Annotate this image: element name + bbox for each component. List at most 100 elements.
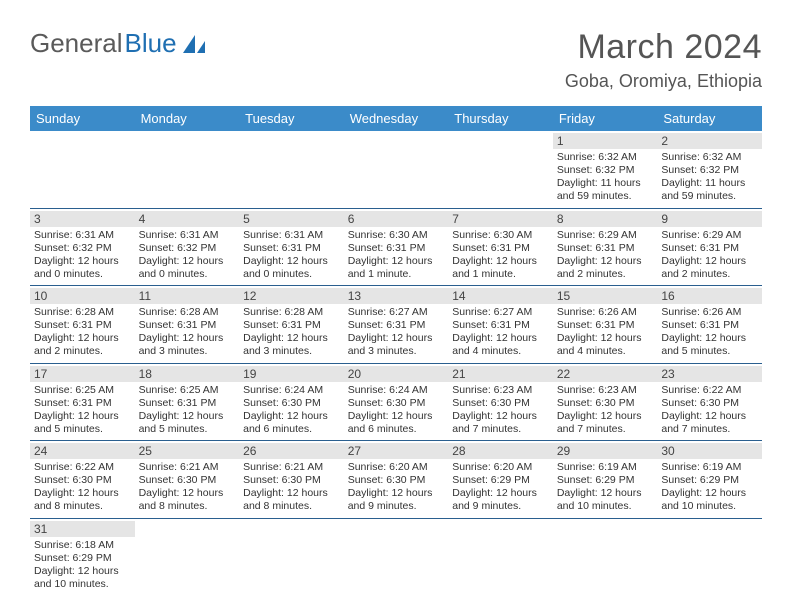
day-info: Sunrise: 6:30 AMSunset: 6:31 PMDaylight:… — [348, 229, 445, 282]
day-number: 7 — [448, 211, 553, 227]
day-info: Sunrise: 6:29 AMSunset: 6:31 PMDaylight:… — [557, 229, 654, 282]
day-number: 17 — [30, 366, 135, 382]
day-info: Sunrise: 6:23 AMSunset: 6:30 PMDaylight:… — [452, 384, 549, 437]
calendar-day-cell: 31 Sunrise: 6:18 AMSunset: 6:29 PMDayligh… — [30, 518, 135, 595]
weekday-header-row: SundayMondayTuesdayWednesdayThursdayFrid… — [30, 106, 762, 131]
day-number: 27 — [344, 443, 449, 459]
day-number: 3 — [30, 211, 135, 227]
calendar-day-cell: 26Sunrise: 6:21 AMSunset: 6:30 PMDayligh… — [239, 441, 344, 519]
day-info: Sunrise: 6:30 AMSunset: 6:31 PMDaylight:… — [452, 229, 549, 282]
calendar-day-cell: 19Sunrise: 6:24 AMSunset: 6:30 PMDayligh… — [239, 363, 344, 441]
day-info: Sunrise: 6:27 AMSunset: 6:31 PMDaylight:… — [452, 306, 549, 359]
calendar-day-cell: 29Sunrise: 6:19 AMSunset: 6:29 PMDayligh… — [553, 441, 658, 519]
logo-word2: Blue — [125, 28, 177, 59]
day-info: Sunrise: 6:26 AMSunset: 6:31 PMDaylight:… — [661, 306, 758, 359]
calendar-day-cell: 10 Sunrise: 6:28 AMSunset: 6:31 PMDayligh… — [30, 286, 135, 364]
day-info: Sunrise: 6:19 AMSunset: 6:29 PMDaylight:… — [661, 461, 758, 514]
day-info: Sunrise: 6:18 AMSunset: 6:29 PMDaylight:… — [34, 539, 131, 592]
calendar-day-cell: 12 Sunrise: 6:28 AMSunset: 6:31 PMDayligh… — [239, 286, 344, 364]
calendar-row: 1Sunrise: 6:32 AMSunset: 6:32 PMDaylight… — [30, 131, 762, 208]
weekday-header: Sunday — [30, 106, 135, 131]
logo: General Blue — [30, 28, 207, 59]
weekday-header: Wednesday — [344, 106, 449, 131]
day-info: Sunrise: 6:29 AMSunset: 6:31 PMDaylight:… — [661, 229, 758, 282]
calendar-day-cell: 14 Sunrise: 6:27 AMSunset: 6:31 PMDayligh… — [448, 286, 553, 364]
calendar-empty-cell — [239, 131, 344, 208]
day-number: 16 — [657, 288, 762, 304]
calendar-day-cell: 17 Sunrise: 6:25 AMSunset: 6:31 PMDayligh… — [30, 363, 135, 441]
calendar-day-cell: 16 Sunrise: 6:26 AMSunset: 6:31 PMDayligh… — [657, 286, 762, 364]
calendar-day-cell: 4 Sunrise: 6:31 AMSunset: 6:32 PMDaylight… — [135, 208, 240, 286]
calendar-day-cell: 11Sunrise: 6:28 AMSunset: 6:31 PMDayligh… — [135, 286, 240, 364]
logo-sail-icon — [181, 33, 207, 55]
day-info: Sunrise: 6:21 AMSunset: 6:30 PMDaylight:… — [139, 461, 236, 514]
weekday-header: Thursday — [448, 106, 553, 131]
calendar-day-cell: 9 Sunrise: 6:29 AMSunset: 6:31 PMDaylight… — [657, 208, 762, 286]
calendar-empty-cell — [30, 131, 135, 208]
calendar-day-cell: 27Sunrise: 6:20 AMSunset: 6:30 PMDayligh… — [344, 441, 449, 519]
calendar-day-cell: 13 Sunrise: 6:27 AMSunset: 6:31 PMDayligh… — [344, 286, 449, 364]
calendar-day-cell: 5Sunrise: 6:31 AMSunset: 6:31 PMDaylight… — [239, 208, 344, 286]
calendar-empty-cell — [344, 518, 449, 595]
calendar-day-cell: 22 Sunrise: 6:23 AMSunset: 6:30 PMDayligh… — [553, 363, 658, 441]
day-number: 21 — [448, 366, 553, 382]
day-info: Sunrise: 6:26 AMSunset: 6:31 PMDaylight:… — [557, 306, 654, 359]
calendar-day-cell: 3 Sunrise: 6:31 AMSunset: 6:32 PMDaylight… — [30, 208, 135, 286]
location: Goba, Oromiya, Ethiopia — [565, 71, 762, 92]
calendar-day-cell: 2Sunrise: 6:32 AMSunset: 6:32 PMDaylight… — [657, 131, 762, 208]
calendar-row: 3Sunrise: 6:31 AMSunset: 6:32 PMDaylight… — [30, 208, 762, 286]
day-info: Sunrise: 6:25 AMSunset: 6:31 PMDaylight:… — [139, 384, 236, 437]
calendar-row: 17Sunrise: 6:25 AMSunset: 6:31 PMDayligh… — [30, 363, 762, 441]
header: General Blue March 2024 Goba, Oromiya, E… — [30, 28, 762, 92]
day-info: Sunrise: 6:32 AMSunset: 6:32 PMDaylight:… — [557, 151, 654, 204]
day-info: Sunrise: 6:22 AMSunset: 6:30 PMDaylight:… — [34, 461, 131, 514]
day-number: 20 — [344, 366, 449, 382]
day-info: Sunrise: 6:20 AMSunset: 6:29 PMDaylight:… — [452, 461, 549, 514]
day-info: Sunrise: 6:31 AMSunset: 6:31 PMDaylight:… — [243, 229, 340, 282]
calendar-day-cell: 28Sunrise: 6:20 AMSunset: 6:29 PMDayligh… — [448, 441, 553, 519]
day-number: 23 — [657, 366, 762, 382]
day-number: 8 — [553, 211, 658, 227]
day-number: 6 — [344, 211, 449, 227]
title-block: March 2024 Goba, Oromiya, Ethiopia — [565, 28, 762, 92]
day-info: Sunrise: 6:31 AMSunset: 6:32 PMDaylight:… — [34, 229, 131, 282]
day-number: 14 — [448, 288, 553, 304]
calendar-row: 24Sunrise: 6:22 AMSunset: 6:30 PMDayligh… — [30, 441, 762, 519]
day-number: 25 — [135, 443, 240, 459]
weekday-header: Tuesday — [239, 106, 344, 131]
calendar-day-cell: 23Sunrise: 6:22 AMSunset: 6:30 PMDayligh… — [657, 363, 762, 441]
day-info: Sunrise: 6:25 AMSunset: 6:31 PMDaylight:… — [34, 384, 131, 437]
day-info: Sunrise: 6:28 AMSunset: 6:31 PMDaylight:… — [34, 306, 131, 359]
weekday-header: Friday — [553, 106, 658, 131]
calendar-day-cell: 21 Sunrise: 6:23 AMSunset: 6:30 PMDayligh… — [448, 363, 553, 441]
calendar-empty-cell — [135, 518, 240, 595]
calendar-day-cell: 8 Sunrise: 6:29 AMSunset: 6:31 PMDaylight… — [553, 208, 658, 286]
calendar-day-cell: 25 Sunrise: 6:21 AMSunset: 6:30 PMDayligh… — [135, 441, 240, 519]
day-number: 13 — [344, 288, 449, 304]
calendar-body: 1Sunrise: 6:32 AMSunset: 6:32 PMDaylight… — [30, 131, 762, 595]
calendar-table: SundayMondayTuesdayWednesdayThursdayFrid… — [30, 106, 762, 595]
day-info: Sunrise: 6:23 AMSunset: 6:30 PMDaylight:… — [557, 384, 654, 437]
day-info: Sunrise: 6:31 AMSunset: 6:32 PMDaylight:… — [139, 229, 236, 282]
calendar-empty-cell — [448, 518, 553, 595]
day-number: 2 — [657, 133, 762, 149]
month-title: March 2024 — [565, 28, 762, 67]
day-number: 4 — [135, 211, 240, 227]
day-info: Sunrise: 6:28 AMSunset: 6:31 PMDaylight:… — [243, 306, 340, 359]
calendar-day-cell: 30Sunrise: 6:19 AMSunset: 6:29 PMDayligh… — [657, 441, 762, 519]
calendar-empty-cell — [344, 131, 449, 208]
calendar-row: 10 Sunrise: 6:28 AMSunset: 6:31 PMDayligh… — [30, 286, 762, 364]
day-number: 10 — [30, 288, 135, 304]
day-number: 11 — [135, 288, 240, 304]
day-info: Sunrise: 6:27 AMSunset: 6:31 PMDaylight:… — [348, 306, 445, 359]
day-number: 18 — [135, 366, 240, 382]
weekday-header: Saturday — [657, 106, 762, 131]
day-number: 31 — [30, 521, 135, 537]
day-number: 12 — [239, 288, 344, 304]
day-number: 26 — [239, 443, 344, 459]
day-number: 15 — [553, 288, 658, 304]
day-number: 22 — [553, 366, 658, 382]
day-number: 9 — [657, 211, 762, 227]
day-info: Sunrise: 6:24 AMSunset: 6:30 PMDaylight:… — [243, 384, 340, 437]
calendar-empty-cell — [239, 518, 344, 595]
